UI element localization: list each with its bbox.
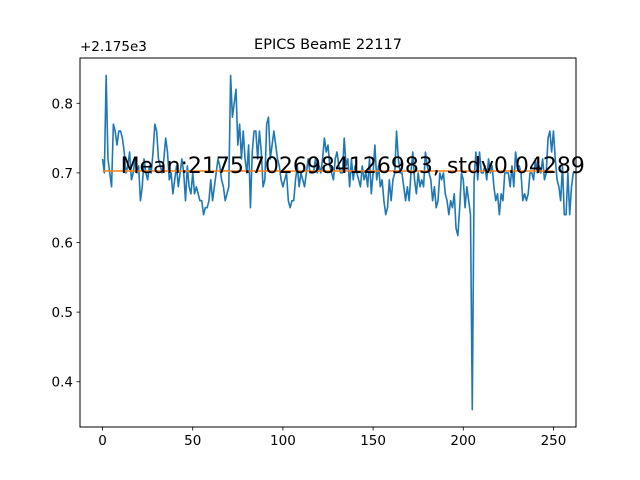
series-layer [101,74,576,411]
x-tick-label: 200 [450,433,476,449]
y-tick-label: 0.8 [52,96,73,112]
x-tick-label: 50 [184,433,201,449]
y-tick-label: 0.5 [52,305,73,321]
chart-title: EPICS BeamE 22117 [254,37,402,53]
x-tick-label: 0 [98,433,107,449]
y-offset-label: +2.175e3 [80,39,147,55]
x-tick-label: 250 [541,433,567,449]
y-tick-label: 0.6 [52,236,73,252]
y-axis: 0.4 0.5 0.6 0.7 0.8 [52,96,80,391]
x-axis: 0 50 100 150 200 250 [98,427,566,449]
y-tick-label: 0.7 [52,166,73,182]
mean-stdv-annotation: Mean:2175.7026984126983, stdv0.04289 [121,154,585,179]
y-tick-label: 0.4 [52,375,73,391]
x-tick-label: 150 [360,433,386,449]
beam-energy-series-line [101,74,576,411]
annotation-layer: Mean:2175.7026984126983, stdv0.04289 [121,154,585,179]
x-tick-label: 100 [270,433,296,449]
